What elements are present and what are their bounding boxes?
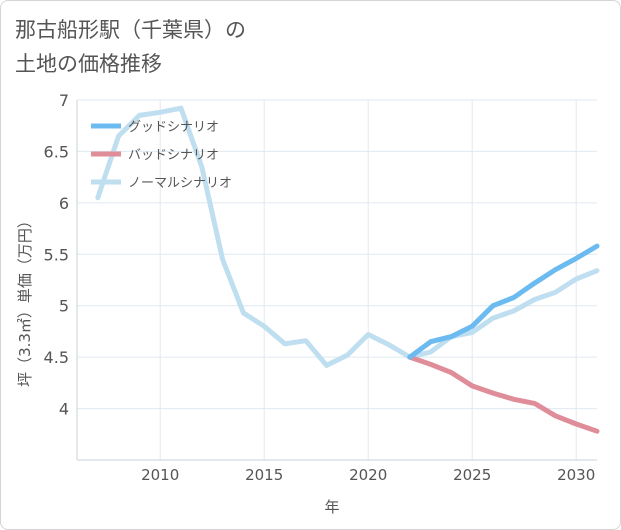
y-tick-label: 4.5 — [44, 348, 69, 367]
x-axis-label: 年 — [324, 498, 339, 516]
y-tick-label: 6 — [59, 194, 69, 213]
y-axis-label: 坪（3.3㎡）単価（万円） — [16, 213, 34, 387]
chart-title-line-2: 土地の価格推移 — [15, 52, 162, 76]
y-tick-label: 7 — [59, 91, 69, 110]
y-tick-label: 5.5 — [44, 245, 69, 264]
legend-label: バッドシナリオ — [128, 148, 219, 163]
legend-label: グッドシナリオ — [128, 120, 219, 135]
chart-title-line-1: 那古船形駅（千葉県）の — [15, 18, 246, 42]
chart-title: 那古船形駅（千葉県）の 土地の価格推移 — [15, 13, 246, 81]
x-tick-label: 2025 — [453, 466, 491, 484]
axes — [76, 100, 597, 461]
x-tick-label: 2020 — [349, 466, 387, 484]
y-tick-label: 5 — [59, 297, 69, 316]
grid-lines — [77, 99, 597, 460]
series-line-1 — [407, 354, 600, 434]
x-tick-label: 2015 — [245, 466, 283, 484]
y-tick-label: 4 — [59, 400, 69, 419]
series-lines — [95, 105, 600, 434]
legend-label: ノーマルシナリオ — [128, 176, 232, 191]
x-tick-label: 2010 — [141, 466, 179, 484]
x-tick-label: 2030 — [557, 466, 595, 484]
series-line-2 — [95, 105, 600, 368]
series-line-0 — [407, 243, 600, 360]
tick-labels: 2010 2015 2020 2025 2030 4 4.5 5 5.5 6 6.5 7 — [44, 91, 596, 484]
y-tick-label: 6.5 — [44, 142, 69, 161]
